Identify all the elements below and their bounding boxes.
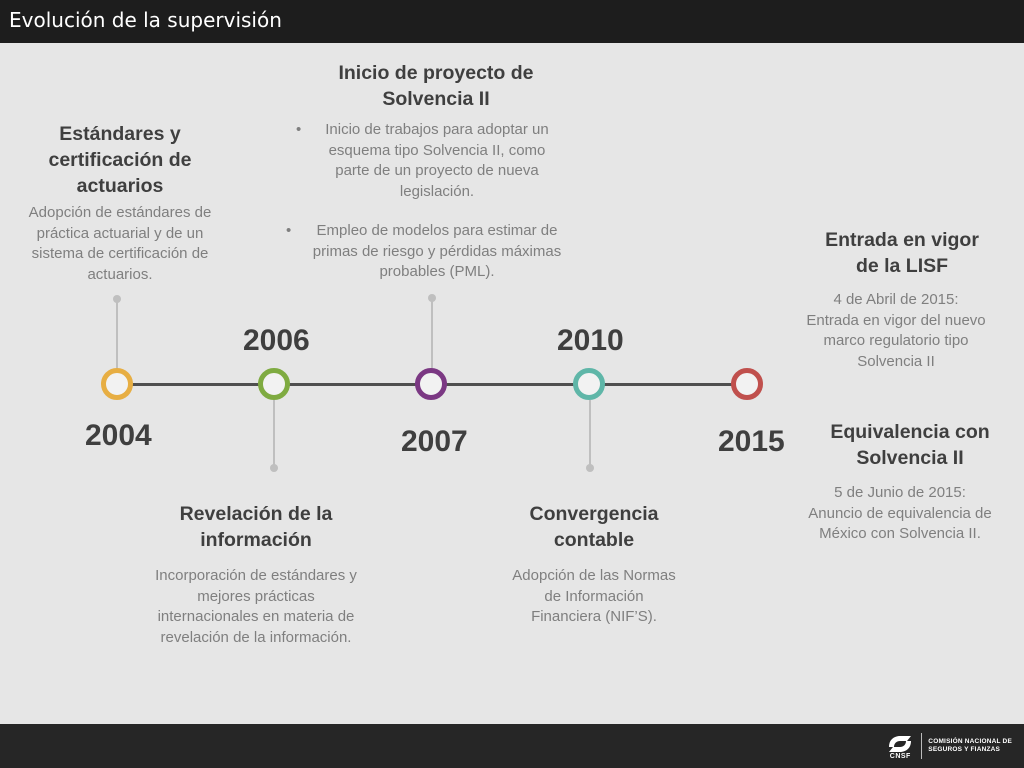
stem-2004 bbox=[116, 299, 118, 373]
logo-text: COMISIÓN NACIONAL DE SEGUROS Y FIANZAS bbox=[928, 738, 1012, 753]
node-2015 bbox=[731, 368, 763, 400]
bullet-item: • Inicio de trabajos para adoptar un esq… bbox=[296, 121, 549, 200]
stem-dot-2010 bbox=[586, 464, 594, 472]
heading-2015-equivalencia: Equivalencia con Solvencia II bbox=[830, 421, 990, 469]
page-title: Evolución de la supervisión bbox=[9, 8, 282, 32]
stem-dot-2006 bbox=[270, 464, 278, 472]
heading-2004: Estándares y certificación de actuarios bbox=[48, 123, 192, 197]
heading-2006: Revelación de la información bbox=[179, 503, 333, 551]
bullet-marker: • bbox=[296, 121, 302, 138]
stem-dot-2004 bbox=[113, 295, 121, 303]
year-2015: 2015 bbox=[718, 425, 785, 458]
title-bar: Evolución de la supervisión bbox=[0, 0, 1024, 43]
bullet-marker: • bbox=[286, 222, 292, 239]
node-2004 bbox=[101, 368, 133, 400]
text-2004: Adopción de estándares de práctica actua… bbox=[28, 204, 212, 283]
cnsf-logo-icon bbox=[889, 735, 912, 752]
node-2007 bbox=[415, 368, 447, 400]
node-2010 bbox=[573, 368, 605, 400]
logo-mark-label: CNSF bbox=[889, 752, 911, 760]
year-2006: 2006 bbox=[243, 324, 310, 357]
node-2006 bbox=[258, 368, 290, 400]
bullet-item: • Empleo de modelos para estimar de prim… bbox=[286, 222, 562, 280]
text-2015-lisf: 4 de Abril de 2015: Entrada en vigor del… bbox=[806, 291, 986, 370]
year-2007: 2007 bbox=[401, 425, 468, 458]
stem-2006 bbox=[273, 400, 275, 468]
footer-bar: CNSF COMISIÓN NACIONAL DE SEGUROS Y FIAN… bbox=[0, 724, 1024, 768]
year-2010: 2010 bbox=[557, 324, 624, 357]
heading-2007: Inicio de proyecto de Solvencia II bbox=[338, 62, 534, 110]
heading-2015-lisf: Entrada en vigor de la LISF bbox=[825, 229, 979, 277]
bullets-2007: • Inicio de trabajos para adoptar un esq… bbox=[284, 120, 590, 302]
logo-separator bbox=[921, 733, 923, 759]
text-2015-equivalencia: 5 de Junio de 2015: Anuncio de equivalen… bbox=[808, 484, 992, 542]
logo-mark: CNSF bbox=[885, 733, 915, 760]
text-2006: Incorporación de estándares y mejores pr… bbox=[155, 567, 357, 646]
text-2010: Adopción de las Normas de Información Fi… bbox=[512, 567, 676, 625]
stem-2010 bbox=[589, 400, 591, 468]
cnsf-logo: CNSF COMISIÓN NACIONAL DE SEGUROS Y FIAN… bbox=[885, 730, 1012, 762]
year-2004: 2004 bbox=[85, 419, 152, 452]
stem-2007 bbox=[431, 298, 433, 373]
stem-dot-2007 bbox=[428, 294, 436, 302]
heading-2010: Convergencia contable bbox=[529, 503, 659, 551]
